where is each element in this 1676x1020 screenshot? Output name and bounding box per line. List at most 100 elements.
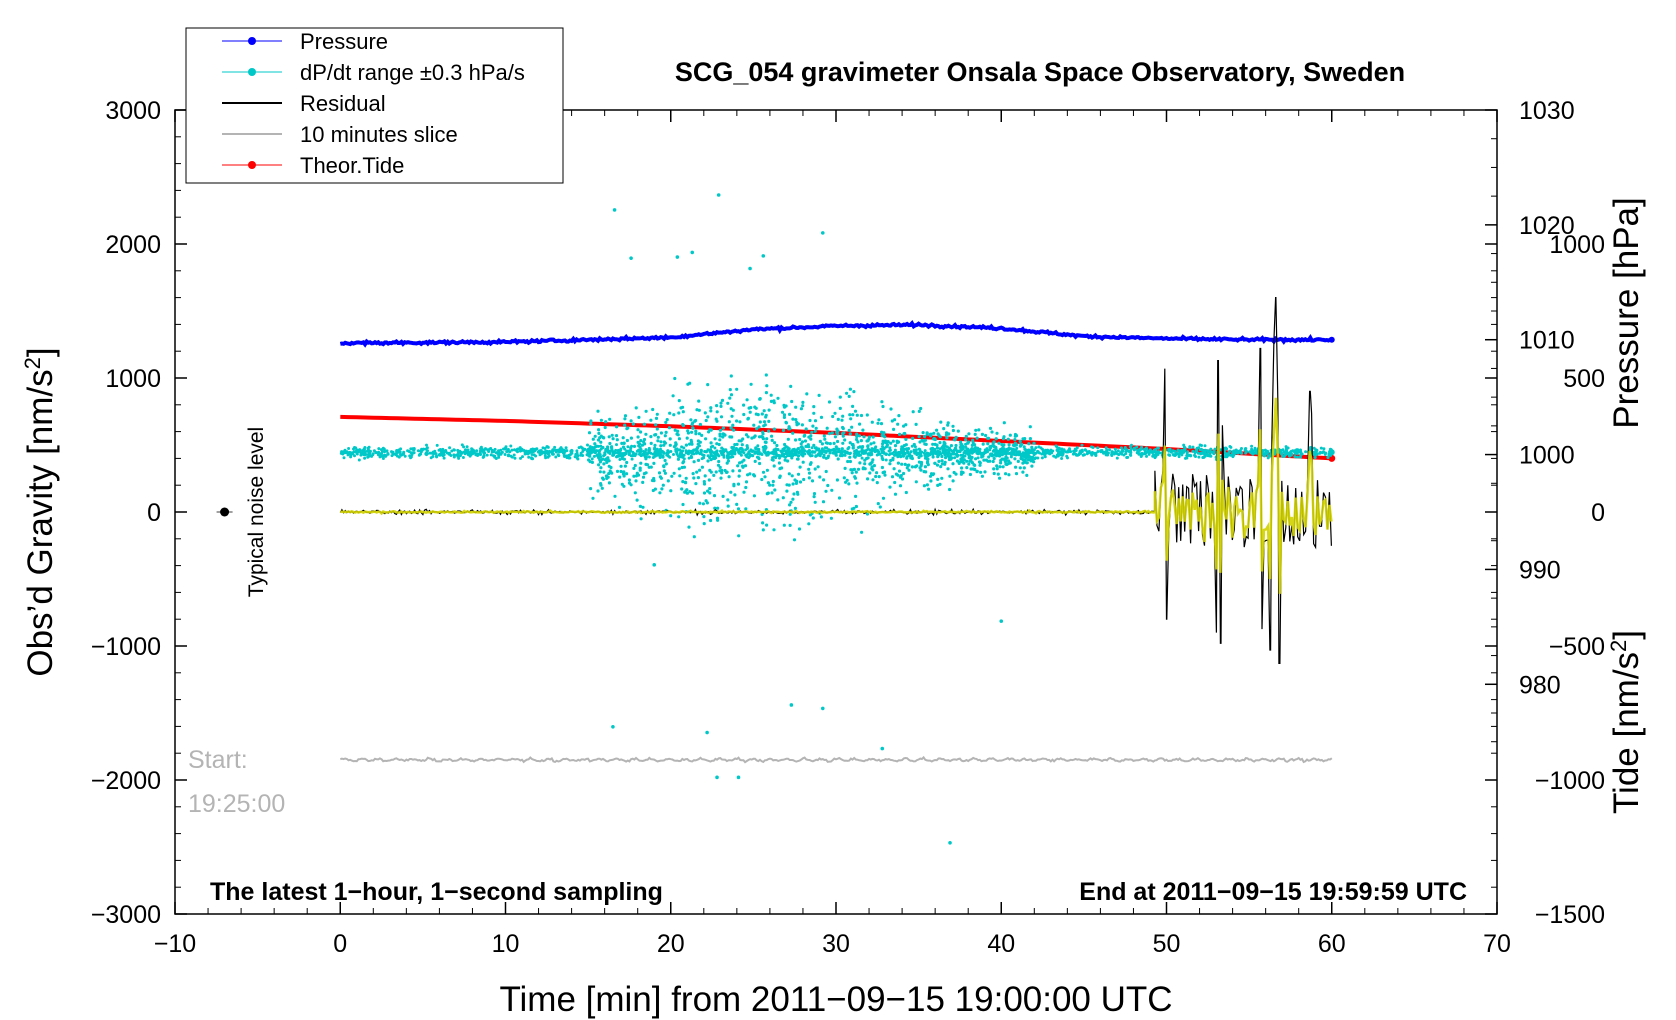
dpdt-point xyxy=(687,449,691,453)
dpdt-point xyxy=(500,450,504,454)
dpdt-point xyxy=(776,396,780,400)
dpdt-point xyxy=(1013,438,1017,442)
dpdt-point xyxy=(788,503,792,507)
dpdt-point xyxy=(822,455,826,459)
dpdt-point xyxy=(1060,457,1064,460)
dpdt-point xyxy=(1300,452,1304,456)
dpdt-point xyxy=(999,450,1003,454)
dpdt-point xyxy=(554,450,558,454)
dpdt-point xyxy=(1092,451,1096,455)
dpdt-point xyxy=(365,449,369,453)
dpdt-point xyxy=(733,493,737,497)
x-tick-labels: −10 0 10 20 30 40 50 60 70 xyxy=(154,930,1511,958)
dpdt-outlier xyxy=(880,746,885,751)
dpdt-point xyxy=(425,443,428,447)
dpdt-point xyxy=(696,458,701,462)
dpdt-point xyxy=(385,449,389,453)
dpdt-point xyxy=(633,454,637,458)
dpdt-point xyxy=(836,439,840,444)
dpdt-point xyxy=(889,458,893,463)
dpdt-point xyxy=(606,456,610,460)
dpdt-point xyxy=(761,528,765,532)
dpdt-point xyxy=(851,446,855,450)
dpdt-point xyxy=(940,462,945,466)
dpdt-point xyxy=(762,420,767,424)
dpdt-point xyxy=(664,462,668,466)
dpdt-point xyxy=(703,411,707,415)
dpdt-point xyxy=(995,467,999,471)
dpdt-point xyxy=(834,453,838,457)
dpdt-point xyxy=(1004,472,1008,476)
dpdt-point xyxy=(596,489,600,493)
dpdt-point xyxy=(909,456,913,460)
residual-line xyxy=(339,297,1332,664)
dpdt-point xyxy=(710,450,714,454)
legend: Pressure dP/dt range ±0.3 hPa/s Residual 10… xyxy=(185,27,564,184)
dpdt-point xyxy=(1121,449,1125,453)
dpdt-point xyxy=(694,451,698,455)
dpdt-point xyxy=(599,440,603,444)
dpdt-point xyxy=(598,470,602,474)
dpdt-point xyxy=(709,428,713,432)
dpdt-point xyxy=(641,480,645,484)
dpdt-point xyxy=(1009,453,1014,457)
dpdt-point xyxy=(597,463,601,467)
dpdt-point xyxy=(1188,445,1192,449)
dpdt-point xyxy=(929,479,933,483)
dpdt-point xyxy=(1191,449,1195,453)
dpdt-point xyxy=(1318,451,1322,455)
dpdt-point xyxy=(702,491,707,495)
legend-label: 10 minutes slice xyxy=(300,122,458,147)
dpdt-point xyxy=(771,483,775,487)
dpdt-point xyxy=(745,444,749,448)
dpdt-point xyxy=(847,482,851,486)
dpdt-point xyxy=(736,448,740,452)
dpdt-point xyxy=(1043,455,1047,459)
dpdt-point xyxy=(770,438,774,442)
dpdt-point xyxy=(1021,461,1025,465)
dpdt-point xyxy=(794,418,798,422)
residual-smoothed-line xyxy=(339,397,1333,594)
dpdt-point xyxy=(669,450,673,453)
dpdt-point xyxy=(1058,450,1062,454)
dpdt-point xyxy=(700,465,705,469)
dpdt-point xyxy=(945,436,949,440)
dpdt-point xyxy=(974,428,978,432)
dpdt-point xyxy=(910,465,915,469)
dpdt-point xyxy=(606,445,610,449)
dpdt-point xyxy=(1051,449,1055,453)
dpdt-point xyxy=(675,447,679,451)
dpdt-point xyxy=(601,476,605,480)
dpdt-point xyxy=(761,470,766,474)
dpdt-point xyxy=(875,481,879,485)
dpdt-point xyxy=(1006,437,1010,441)
dpdt-point xyxy=(821,500,826,504)
dpdt-point xyxy=(702,515,706,519)
dpdt-point xyxy=(695,470,699,474)
dpdt-point xyxy=(997,454,1001,458)
tide-tick-label: −1000 xyxy=(1535,767,1605,795)
dpdt-point xyxy=(764,413,768,417)
dpdt-point xyxy=(782,403,786,407)
dpdt-point xyxy=(935,446,940,450)
dpdt-point xyxy=(1304,450,1308,454)
dpdt-point xyxy=(797,527,802,531)
dpdt-point xyxy=(967,432,971,436)
dpdt-point xyxy=(961,453,965,457)
dpdt-point xyxy=(354,446,358,450)
dpdt-point xyxy=(591,446,595,450)
dpdt-point xyxy=(690,430,694,434)
pressure-tick-label: 980 xyxy=(1519,671,1561,699)
dpdt-point xyxy=(767,408,771,412)
dpdt-point xyxy=(1030,445,1034,449)
dpdt-point xyxy=(845,450,849,454)
dpdt-point xyxy=(530,453,534,456)
dpdt-point xyxy=(456,453,460,457)
dpdt-point xyxy=(662,451,666,455)
dpdt-point xyxy=(935,463,940,467)
dpdt-point xyxy=(1002,435,1006,439)
dpdt-point xyxy=(750,449,753,453)
dpdt-outlier xyxy=(999,619,1004,623)
dpdt-point xyxy=(772,399,776,403)
dpdt-point xyxy=(1065,454,1069,458)
